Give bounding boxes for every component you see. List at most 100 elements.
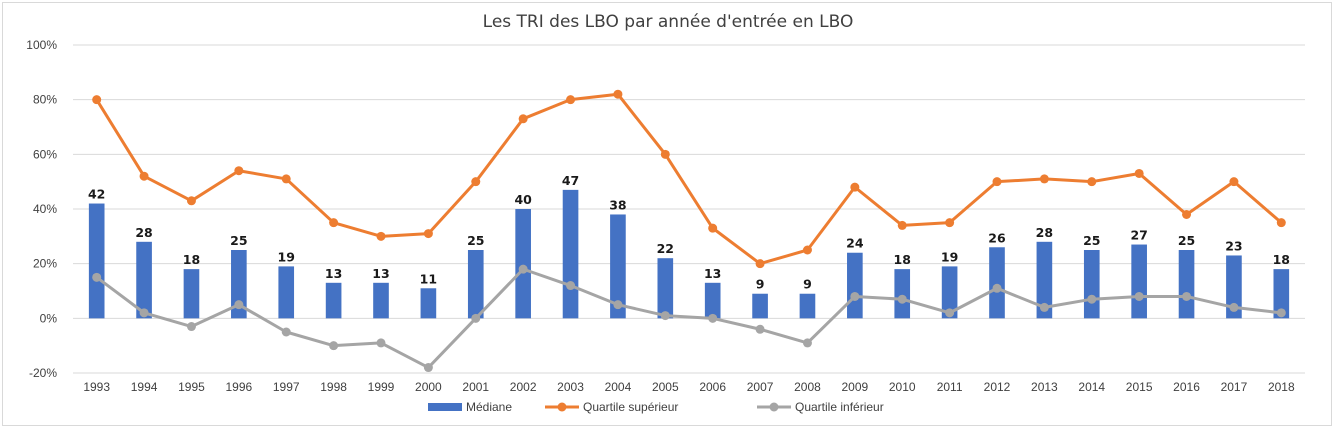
x-tick-label: 1994 xyxy=(131,380,158,394)
quartile-inferieur-point xyxy=(186,322,196,332)
bar-data-label: 38 xyxy=(609,197,626,212)
quartile-superieur-point xyxy=(423,229,433,239)
x-tick-label: 2006 xyxy=(699,380,726,394)
legend: Médiane Quartile supérieur Quartile inféri… xyxy=(428,400,884,414)
median-bars xyxy=(88,189,1290,319)
quartile-inferieur-point xyxy=(755,324,765,334)
bar-data-label: 13 xyxy=(325,266,342,281)
gridlines xyxy=(73,44,1305,374)
quartile-superieur-point xyxy=(1087,177,1097,187)
x-tick-label: 1995 xyxy=(178,380,205,394)
x-tick-label: 1997 xyxy=(273,380,300,394)
bar-data-label: 18 xyxy=(894,252,911,267)
quartile-inferieur-point xyxy=(329,341,339,351)
quartile-superieur-point xyxy=(945,218,955,228)
quartile-inferieur-point xyxy=(234,300,244,310)
median-bar xyxy=(704,282,721,319)
x-tick-label: 1998 xyxy=(320,380,347,394)
median-bar xyxy=(420,288,437,319)
legend-marker-quartile-superieur xyxy=(557,402,567,412)
x-tick-label: 1996 xyxy=(225,380,252,394)
legend-marker-quartile-inferieur xyxy=(769,402,779,412)
bar-data-label: 25 xyxy=(1083,233,1100,248)
quartile-superieur-point xyxy=(566,95,576,105)
median-bar xyxy=(88,203,105,319)
x-tick-label: 2016 xyxy=(1173,380,1200,394)
quartile-inferieur-point xyxy=(613,300,623,310)
quartile-inferieur-point xyxy=(139,308,149,318)
quartile-inferieur-point xyxy=(281,327,291,337)
x-tick-label: 2018 xyxy=(1268,380,1295,394)
y-tick-label: 100% xyxy=(26,38,57,52)
quartile-inferieur-point xyxy=(1087,294,1097,304)
quartile-inferieur-point xyxy=(802,338,812,348)
median-bar xyxy=(1178,250,1195,319)
quartile-superieur-point xyxy=(1134,168,1144,178)
x-tick-label: 2004 xyxy=(605,380,632,394)
quartile-superieur-point xyxy=(708,223,718,233)
median-bar xyxy=(136,241,152,319)
bar-data-label: 19 xyxy=(941,249,958,264)
bar-data-label: 25 xyxy=(1178,233,1195,248)
x-tick-label: 2013 xyxy=(1031,380,1058,394)
bar-data-label: 28 xyxy=(135,225,152,240)
bar-data-label: 11 xyxy=(420,271,437,286)
legend-label-quartile-inferieur: Quartile inférieur xyxy=(795,400,884,414)
quartile-superieur-point xyxy=(376,231,386,241)
bar-data-label: 9 xyxy=(803,277,812,292)
bar-data-label: 23 xyxy=(1225,238,1242,253)
bar-data-label: 27 xyxy=(1130,228,1147,243)
quartile-superieur-point xyxy=(1039,174,1049,184)
quartile-inferieur-point xyxy=(518,264,528,274)
median-bar xyxy=(467,250,484,319)
quartile-inferieur-point xyxy=(1229,302,1239,312)
quartile-superieur-point xyxy=(802,245,812,255)
x-tick-label: 1999 xyxy=(368,380,395,394)
bar-data-label: 40 xyxy=(514,192,532,207)
x-tick-label: 2005 xyxy=(652,380,679,394)
legend-label-quartile-superieur: Quartile supérieur xyxy=(583,400,678,414)
x-axis-ticks: 1993 1994 1995 1996 1997 1998 1999 2000 2001 2002… xyxy=(83,380,1295,394)
bar-data-label: 19 xyxy=(278,249,295,264)
quartile-inferieur-point xyxy=(992,283,1002,293)
quartile-superieur-point xyxy=(613,89,623,99)
bar-data-label: 18 xyxy=(1273,252,1290,267)
x-tick-label: 2015 xyxy=(1126,380,1153,394)
quartile-superieur-point xyxy=(755,259,765,269)
bar-data-label: 24 xyxy=(846,236,864,251)
quartile-superieur-point xyxy=(850,182,860,192)
legend-label-mediane: Médiane xyxy=(466,400,512,414)
x-tick-label: 2002 xyxy=(510,380,537,394)
quartile-inferieur-point xyxy=(945,308,955,318)
median-bar xyxy=(1036,241,1053,319)
y-tick-label: 20% xyxy=(33,257,57,271)
median-bar xyxy=(1131,244,1147,319)
quartile-inferieur-point xyxy=(850,291,860,301)
quartile-superieur-point xyxy=(1276,218,1286,228)
median-bar xyxy=(231,250,247,319)
bar-data-labels: 42 28 18 25 19 13 13 11 25 40 47 38 22 13 9 9 24 18 19 26 28… xyxy=(88,173,1290,292)
legend-swatch-mediane xyxy=(428,403,462,411)
quartile-inferieur-line xyxy=(95,267,1282,370)
quartile-inferieur-point xyxy=(471,313,481,323)
quartile-superieur-point xyxy=(329,218,339,228)
x-tick-label: 2011 xyxy=(937,380,963,394)
quartile-inferieur-point xyxy=(376,338,386,348)
bar-data-label: 18 xyxy=(183,252,200,267)
quartile-superieur-point xyxy=(471,177,481,187)
quartile-superieur-point xyxy=(660,149,670,159)
y-tick-label: 0% xyxy=(40,311,58,325)
bar-data-label: 25 xyxy=(230,233,247,248)
quartile-inferieur-point xyxy=(423,363,433,373)
quartile-superieur-point xyxy=(234,166,244,176)
y-tick-label: 60% xyxy=(33,147,57,161)
quartile-superieur-point xyxy=(897,220,907,230)
bar-data-label: 9 xyxy=(756,277,765,292)
median-bar xyxy=(1273,269,1290,319)
median-bar xyxy=(373,282,389,319)
bar-data-label: 26 xyxy=(988,230,1006,245)
quartile-superieur-line xyxy=(95,92,1283,266)
median-bar xyxy=(610,214,626,319)
